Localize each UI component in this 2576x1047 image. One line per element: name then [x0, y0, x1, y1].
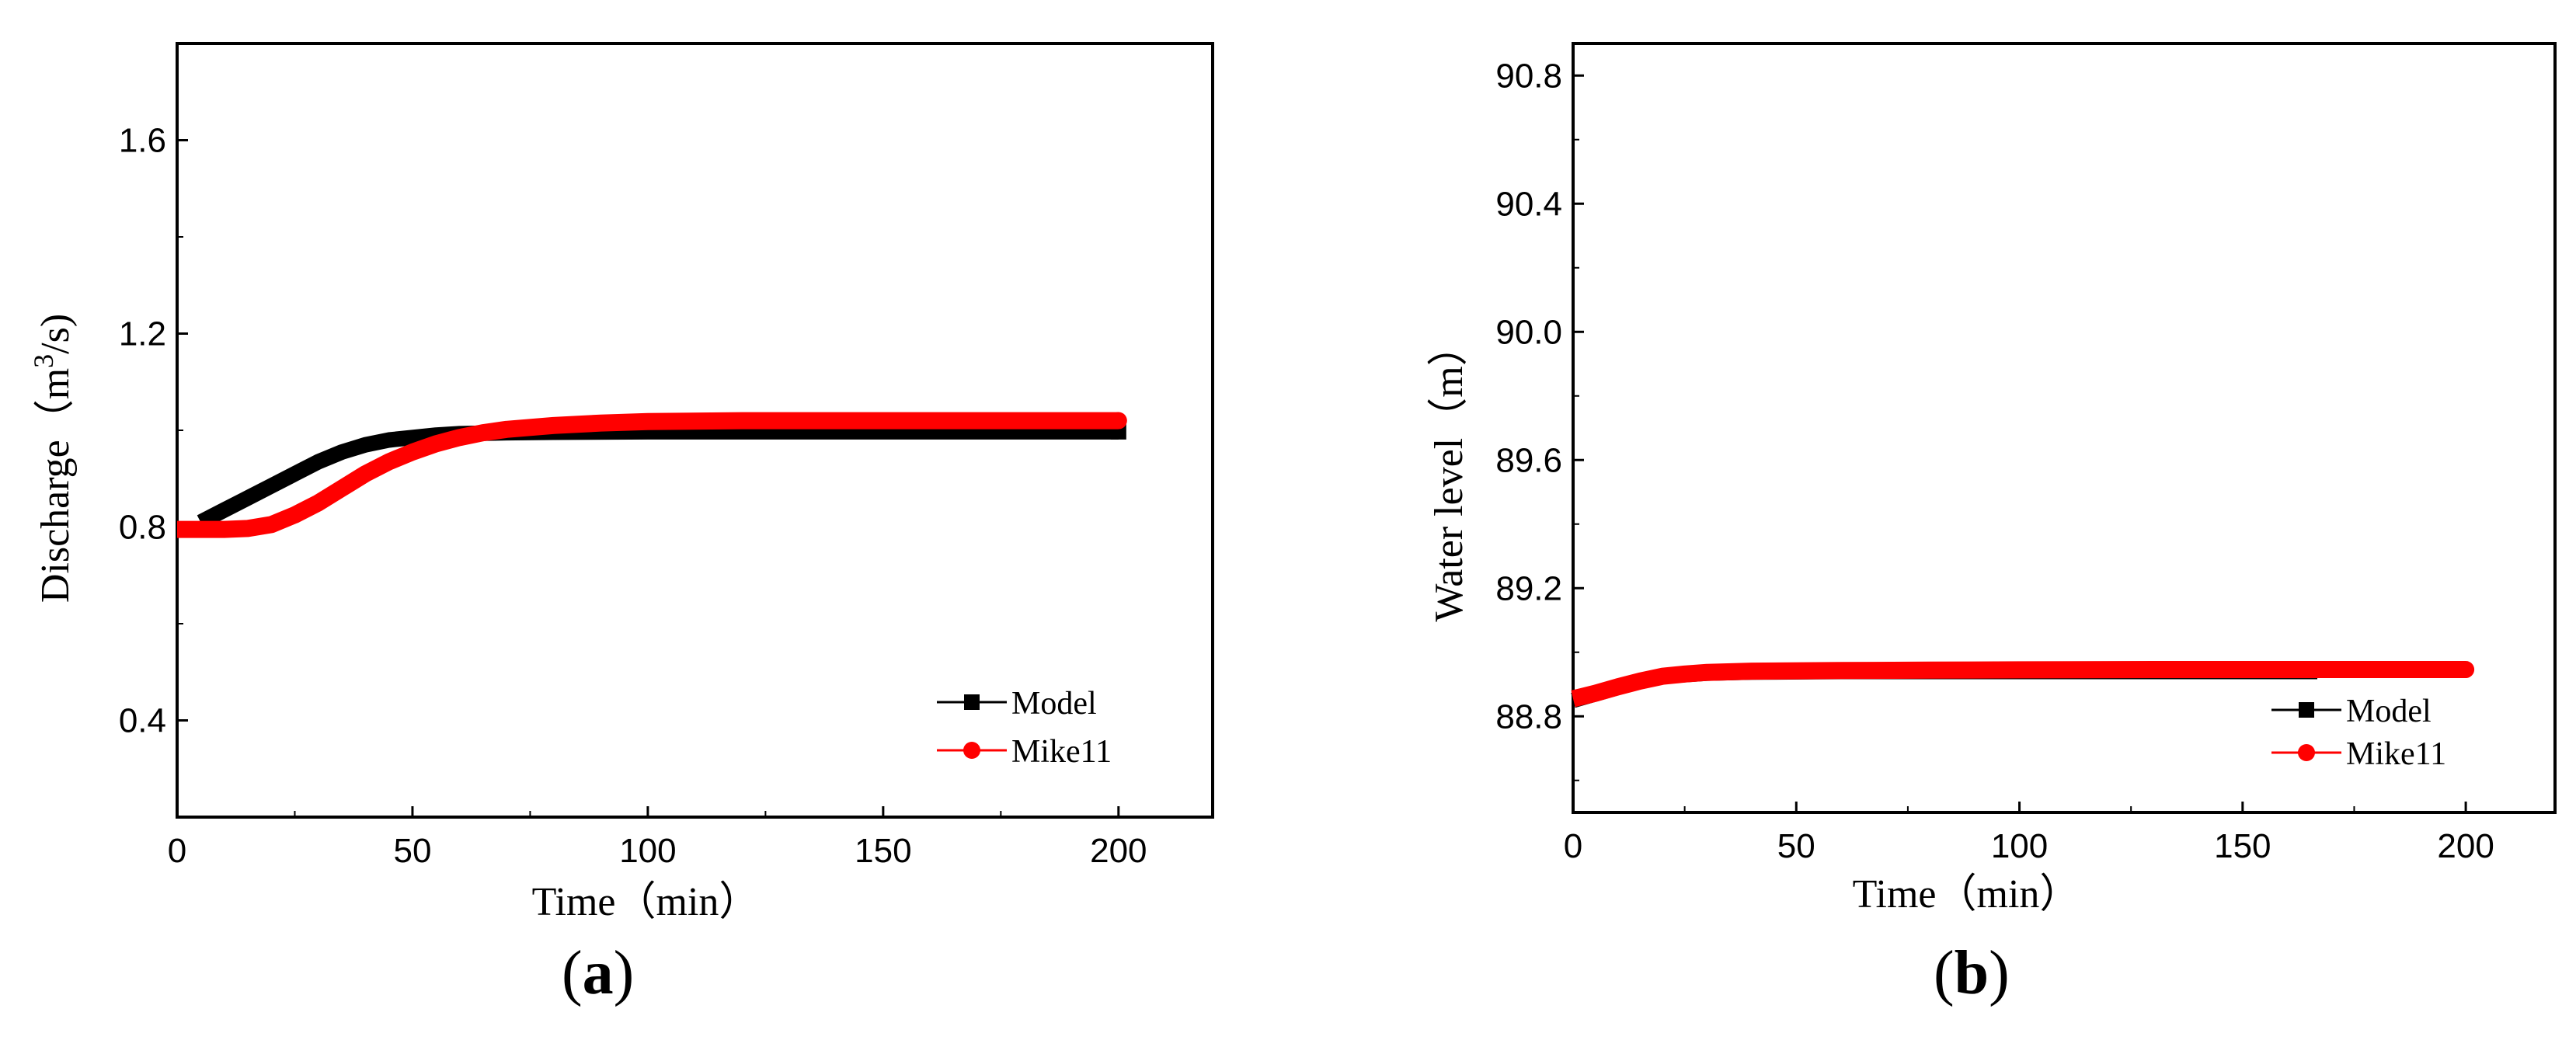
legend: Model Mike11: [2271, 694, 2446, 772]
x-tick-label: 0: [168, 832, 186, 870]
x-axis-label: Time（min）: [1853, 872, 2080, 917]
series-group: [1571, 661, 2475, 708]
panel-label-a: (a): [562, 939, 635, 1007]
y-tick-label: 90.4: [1495, 185, 1562, 223]
y-tick-label: 0.8: [119, 509, 166, 547]
x-tick-label: 0: [1564, 827, 1582, 865]
series-line-model: [197, 423, 1119, 530]
y-tick-label: 89.2: [1495, 569, 1562, 607]
plot-frame: [1572, 42, 2557, 814]
legend-label: Model: [1011, 686, 1097, 722]
x-tick-label: 150: [2214, 827, 2271, 865]
x-tick-label: 150: [855, 832, 911, 870]
x-tick-label: 100: [619, 832, 676, 870]
legend-marker-square: [2299, 702, 2314, 718]
legend: Model Mike11: [937, 686, 1112, 770]
x-ticks: 0 50 100 150 200: [168, 806, 1147, 870]
series-line-mike11: [177, 412, 1119, 538]
x-tick-label: 100: [1991, 827, 2048, 865]
x-ticks: 0 50 100 150 200: [1564, 802, 2494, 865]
x-tick-label: 50: [1777, 827, 1815, 865]
data-point: [1109, 412, 1127, 430]
x-tick-label: 50: [393, 832, 431, 870]
series-line-mike11: [1571, 661, 2466, 708]
legend-marker-circle: [2298, 744, 2315, 761]
legend-label: Mike11: [1011, 734, 1112, 770]
y-tick-label: 0.4: [119, 702, 166, 740]
series-group: [177, 412, 1127, 538]
y-ticks: 88.8 89.2 89.6 90.0 90.4 90.8: [1495, 57, 1584, 781]
y-axis-label: Discharge（m3/s): [28, 314, 78, 603]
y-tick-label: 1.2: [119, 315, 166, 353]
chart-panel-a: 0 50 100 150 200 0.4 0.8 1.2 1.6 Time（min） Disc…: [28, 42, 1214, 924]
panel-label-b: (b): [1934, 939, 2010, 1007]
y-tick-label: 90.0: [1495, 313, 1562, 351]
data-point: [2457, 661, 2475, 679]
y-tick-label: 90.8: [1495, 57, 1562, 95]
y-axis-label-main: Discharge（m: [33, 368, 78, 603]
y-tick-label: 1.6: [119, 122, 166, 160]
y-tick-label: 89.6: [1495, 441, 1562, 479]
panel-label-b-letter: b: [1954, 939, 1989, 1007]
legend-label: Model: [2346, 694, 2432, 729]
y-axis-label: Water level（m）: [1427, 325, 1471, 621]
legend-marker-square: [964, 694, 980, 710]
chart-panel-b: 0 50 100 150 200 88.8 89.2 89.6 90.0 90.4 90.8 Ti…: [1427, 42, 2557, 917]
x-tick-label: 200: [1090, 832, 1147, 870]
x-tick-label: 200: [2437, 827, 2494, 865]
legend-label: Mike11: [2346, 736, 2446, 772]
y-axis-label-unit: /s): [33, 314, 78, 354]
legend-marker-circle: [963, 742, 980, 759]
y-axis-label-superscript: 3: [28, 354, 59, 368]
panel-label-a-letter: a: [582, 939, 614, 1007]
y-ticks: 0.4 0.8 1.2 1.6: [119, 122, 188, 740]
x-axis-label: Time（min）: [532, 880, 760, 924]
y-tick-label: 88.8: [1495, 697, 1562, 736]
